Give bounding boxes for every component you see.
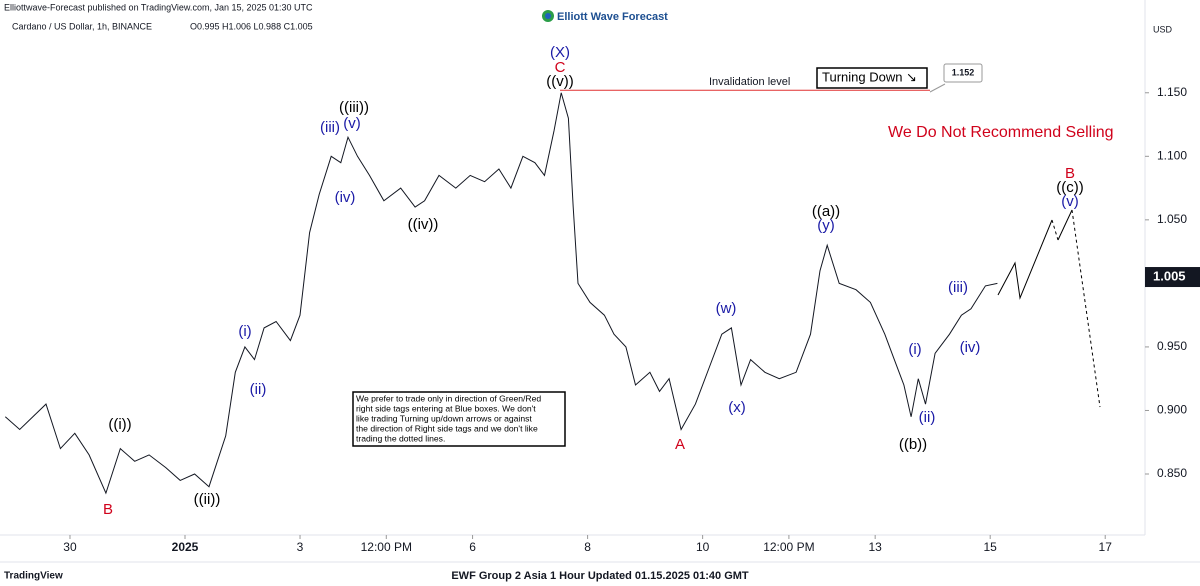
wave-label: B [103,501,113,518]
wave-label: B [1065,165,1075,182]
x-tick-label: 8 [584,540,591,554]
brand: TradingView [4,571,63,582]
x-tick-label: 30 [63,540,77,554]
callout-line [929,83,946,93]
callout-label: 1.152 [952,67,975,77]
wave-label: ((iii)) [339,99,369,116]
wave-label: (X) [550,44,570,61]
x-tick-label: 12:00 PM [361,540,412,554]
note-line: trading the dotted lines. [356,433,445,443]
wave-label: ((i)) [108,416,131,433]
projection [997,219,1053,300]
wave-label: (iv) [960,339,981,356]
currency: USD [1153,24,1173,34]
note-line: right side tags entering at Blue boxes. … [356,403,536,413]
projection [1057,209,1073,241]
logo: Elliott Wave Forecast [557,11,668,23]
note-box [352,391,566,447]
price-line [4,92,998,495]
wave-label: ((v)) [546,73,573,90]
wave-label: (ii) [919,409,936,426]
y-tick-label: 1.050 [1157,212,1187,226]
last-price-label: 1.005 [1153,268,1186,283]
note-line: like trading Turning up/down arrows or a… [356,413,532,423]
wave-label: C [555,59,566,76]
wave-label: (x) [728,399,746,416]
y-tick-label: 0.850 [1157,466,1187,480]
wave-label: (i) [238,323,251,340]
wave-label: (iv) [335,189,356,206]
ohlc: O0.995 H1.006 L0.988 C1.005 [190,21,313,31]
turning-text: Turning Down ↘ [822,69,917,84]
x-tick-label: 6 [469,540,476,554]
turning-box [816,67,928,89]
x-tick-label: 2025 [172,540,199,554]
wave-label: A [675,436,685,453]
wave-label: (i) [908,341,921,358]
x-tick-label: 12:00 PM [763,540,814,554]
x-tick-label: 15 [984,540,998,554]
header: Elliottwave-Forecast published on Tradin… [4,2,313,12]
wave-label: ((c)) [1056,179,1083,196]
wave-label: (v) [343,115,361,132]
headline: We Do Not Recommend Selling [888,124,1114,141]
wave-label: (v) [1061,193,1079,210]
wave-label: (ii) [250,381,267,398]
wave-label: (w) [716,300,737,317]
wave-label: (iii) [948,279,968,296]
invalidation-text: Invalidation level [709,76,790,88]
wave-label: ((b)) [899,436,927,453]
logo-icon [545,13,551,19]
wave-label: (y) [817,217,835,234]
symbol: Cardano / US Dollar, 1h, BINANCE [12,21,152,31]
wave-label: (iii) [320,119,340,136]
x-tick-label: 10 [696,540,710,554]
x-tick-label: 17 [1099,540,1113,554]
note-line: We prefer to trade only in direction of … [356,393,541,403]
footer: EWF Group 2 Asia 1 Hour Updated 01.15.20… [451,570,749,582]
callout-box [943,63,983,83]
last-price-box [1145,267,1200,288]
wave-label: ((a)) [812,203,840,220]
wave-label: ((ii)) [194,491,221,508]
y-tick-label: 0.900 [1157,403,1187,417]
wave-label: ((iv)) [408,216,439,233]
note-line: the direction of Right side tags and we … [356,423,538,433]
y-tick-label: 1.100 [1157,148,1187,162]
x-tick-label: 13 [868,540,882,554]
x-tick-label: 3 [297,540,304,554]
y-tick-label: 0.950 [1157,339,1187,353]
y-tick-label: 1.150 [1157,85,1187,99]
